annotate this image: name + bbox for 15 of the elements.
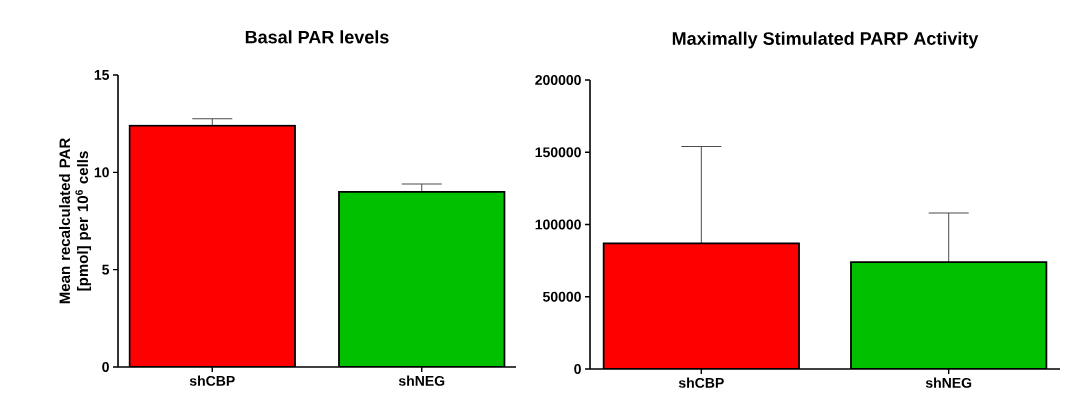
y-tick-label: 150000 <box>535 147 581 158</box>
y-tick-label: 100000 <box>535 219 581 230</box>
chart-title: Basal PAR levels <box>245 30 389 44</box>
x-tick-label: shNEG <box>398 375 445 386</box>
y-tick-label: 5 <box>102 264 110 275</box>
y-tick-label: 10 <box>94 167 109 178</box>
x-tick-label: shNEG <box>925 377 972 388</box>
x-tick-label: shCBP <box>678 377 724 388</box>
y-tick-label: 50000 <box>542 291 581 302</box>
y-tick-label: 15 <box>94 70 110 80</box>
chart-title: Maximally Stimulated PARP Activity <box>672 31 979 49</box>
y-tick-label: 0 <box>102 362 109 372</box>
y-tick-label: 200000 <box>535 75 581 85</box>
y-tick-label: 0 <box>574 364 581 374</box>
x-tick-label: shCBP <box>189 375 235 386</box>
